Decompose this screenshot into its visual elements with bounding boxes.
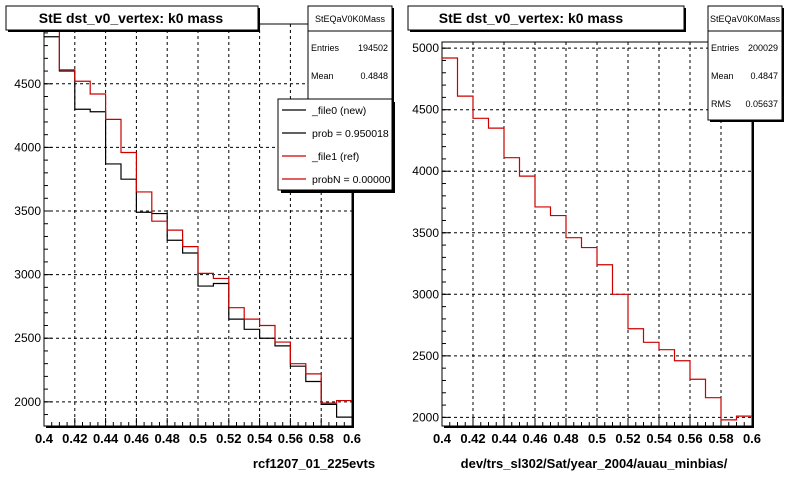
- legend-entry: _file1 (ref): [311, 151, 359, 163]
- y-tick-label: 2000: [14, 395, 41, 409]
- x-tick-label: 0.52: [615, 431, 640, 446]
- x-tick-label: 0.5: [189, 431, 207, 446]
- stats-label: Entries: [711, 43, 740, 53]
- y-tick-label: 4000: [412, 164, 439, 178]
- stats-value: 194502: [358, 43, 388, 53]
- y-tick-label: 4500: [14, 77, 41, 91]
- title-box: [5, 5, 259, 31]
- histogram-panel: 0.4 0.42 0.44 0.46 0.48 0.5 0.52 0.54 0.56 0.58 0.…: [5, 5, 395, 471]
- x-tick-label: 0.48: [553, 431, 578, 446]
- legend-box: [277, 98, 393, 191]
- title-box: [407, 5, 685, 31]
- y-tick-label: 3500: [412, 226, 439, 240]
- x-tick-label: 0.44: [93, 431, 119, 446]
- y-tick-label: 3000: [14, 268, 41, 282]
- y-tick-label: 4000: [14, 140, 41, 154]
- x-axis-label: rcf1207_01_225evts: [253, 456, 375, 471]
- x-tick-label: 0.48: [155, 431, 180, 446]
- stats-label: Entries: [311, 43, 340, 53]
- stats-value: 0.05637: [745, 99, 778, 109]
- x-tick-label: 0.46: [124, 431, 149, 446]
- x-tick-label: 0.56: [677, 431, 702, 446]
- x-tick-label: 0.56: [278, 431, 303, 446]
- y-tick-label: 4500: [412, 103, 439, 117]
- y-tick-label: 3500: [14, 204, 41, 218]
- y-tick-label: 2500: [412, 349, 439, 363]
- histogram-panel: 0.4 0.42 0.44 0.46 0.48 0.5 0.52 0.54 0.56 0.58 0.…: [407, 5, 784, 471]
- x-tick-label: 0.52: [216, 431, 241, 446]
- x-tick-label: 0.58: [708, 431, 733, 446]
- x-tick-label: 0.6: [343, 431, 361, 446]
- x-tick-label: 0.6: [743, 431, 761, 446]
- x-tick-label: 0.44: [491, 431, 517, 446]
- stats-label: Mean: [711, 71, 734, 81]
- x-tick-label: 0.58: [309, 431, 334, 446]
- y-tick-label: 5000: [412, 41, 439, 55]
- x-tick-label: 0.5: [588, 431, 606, 446]
- x-tick-label: 0.4: [433, 431, 452, 446]
- histogram-series: [442, 57, 752, 421]
- legend-entry: probN = 0.00000: [312, 174, 391, 186]
- stats-value: 200029: [748, 43, 778, 53]
- stats-box: [707, 5, 783, 121]
- stats-value: 0.4848: [360, 71, 388, 81]
- chart-title: StE dst_v0_vertex: k0 mass: [39, 10, 224, 26]
- stats-title: StEQaV0K0Mass: [710, 14, 781, 24]
- stats-value: 0.4847: [750, 71, 778, 81]
- histogram-series: [44, 28, 352, 404]
- stats-title: StEQaV0K0Mass: [315, 14, 386, 24]
- stats-box: [307, 5, 393, 107]
- legend-entry: prob = 0.950018: [312, 128, 389, 140]
- x-tick-label: 0.46: [522, 431, 547, 446]
- x-tick-label: 0.54: [247, 431, 273, 446]
- x-tick-label: 0.4: [35, 431, 54, 446]
- x-axis-label: dev/trs_sl302/Sat/year_2004/auau_minbias…: [461, 456, 728, 471]
- x-tick-label: 0.54: [646, 431, 672, 446]
- stats-label: Mean: [311, 71, 334, 81]
- x-tick-label: 0.42: [460, 431, 485, 446]
- y-tick-label: 3000: [412, 287, 439, 301]
- legend-entry: _file0 (new): [311, 105, 366, 117]
- chart-title: StE dst_v0_vertex: k0 mass: [439, 10, 624, 26]
- stats-label: RMS: [711, 99, 731, 109]
- x-tick-label: 0.42: [62, 431, 87, 446]
- y-tick-label: 2500: [14, 331, 41, 345]
- y-tick-label: 2000: [412, 410, 439, 424]
